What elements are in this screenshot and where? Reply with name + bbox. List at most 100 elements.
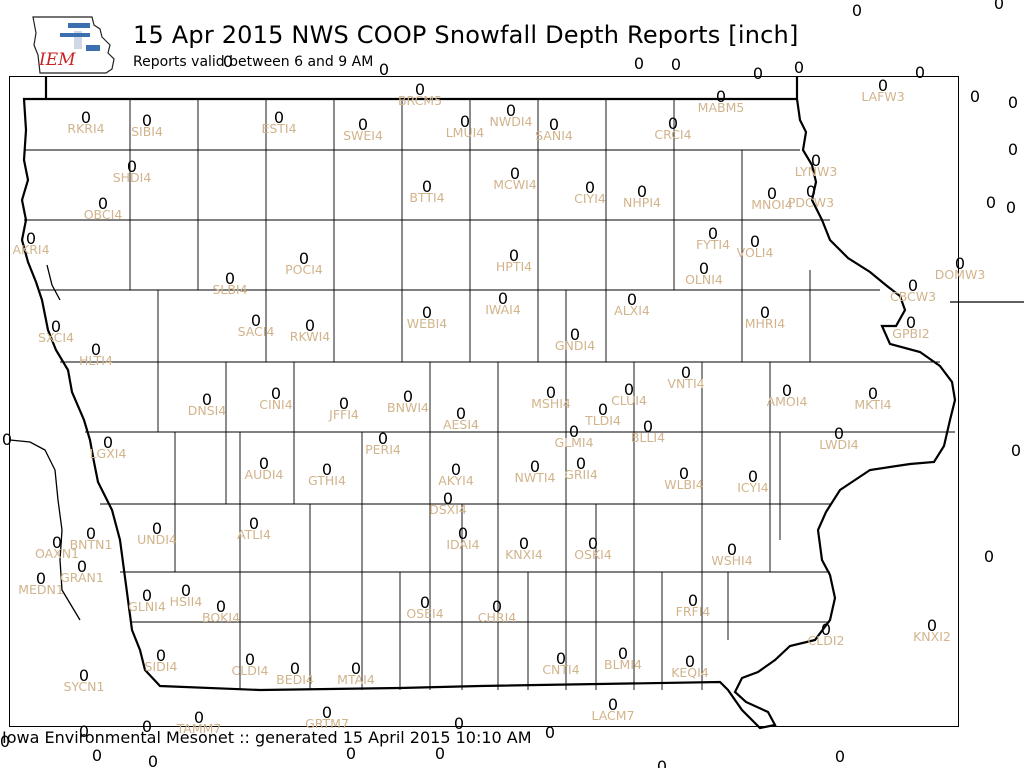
station-id-label: RKWI4 (290, 329, 330, 344)
snow-depth-value: 0 (657, 757, 667, 768)
snow-depth-value: 0 (585, 178, 595, 197)
station-id-label: OAXN1 (35, 546, 79, 561)
snow-depth-value: 0 (506, 101, 516, 120)
snow-depth-value: 0 (435, 744, 445, 763)
station-id-label: LWDI4 (819, 437, 858, 452)
snow-depth-value: 0 (127, 157, 137, 176)
station-id-label: AESI4 (443, 417, 479, 432)
snow-depth-value: 0 (970, 87, 980, 106)
station-id-label: GTHI4 (308, 473, 346, 488)
station-id-label: SXCI4 (38, 330, 74, 345)
station-id-label: ICYI4 (737, 480, 769, 495)
station-id-label: NHPI4 (623, 195, 661, 210)
station-id-label: WLBI4 (664, 477, 704, 492)
station-id-label: BLLI4 (631, 430, 665, 445)
snow-depth-value: 0 (915, 63, 925, 82)
snow-depth-value: 0 (216, 597, 226, 616)
snow-depth-value: 0 (79, 722, 89, 741)
snow-depth-value: 0 (984, 547, 994, 566)
snow-depth-value: 0 (225, 269, 235, 288)
station-id-label: BLMI4 (604, 657, 642, 672)
station-id-label: KEQI4 (671, 665, 709, 680)
station-id-label: GLMI4 (554, 435, 593, 450)
station-id-label: CINI4 (259, 397, 292, 412)
snow-depth-value: 0 (1008, 140, 1018, 159)
station-id-label: AKRI4 (12, 242, 49, 257)
station-id-label: BTTI4 (409, 190, 444, 205)
snow-depth-value: 0 (223, 52, 233, 71)
station-id-label: BRCM5 (398, 93, 442, 108)
snow-depth-value: 0 (750, 232, 760, 251)
snow-depth-value: 0 (156, 646, 166, 665)
snow-depth-value: 0 (415, 80, 425, 99)
snow-depth-value: 0 (748, 467, 758, 486)
snow-depth-value: 0 (339, 394, 349, 413)
snow-depth-value: 0 (152, 519, 162, 538)
station-id-label: CLDI4 (232, 663, 269, 678)
station-id-label: HPTI4 (496, 259, 532, 274)
snow-depth-value: 0 (1006, 198, 1016, 217)
station-id-label: HLTI4 (79, 353, 113, 368)
map-subtitle: Reports valid between 6 and 9 AM (133, 54, 374, 70)
snow-depth-value: 0 (346, 744, 356, 763)
station-id-label: MTAI4 (337, 672, 375, 687)
snow-depth-value: 0 (1011, 441, 1021, 460)
snow-depth-value: 0 (618, 644, 628, 663)
station-id-label: LGXI4 (90, 446, 127, 461)
station-id-label: TLDI4 (584, 413, 621, 428)
snow-depth-value: 0 (811, 151, 821, 170)
snow-depth-value: 0 (927, 616, 937, 635)
snow-depth-value: 0 (699, 259, 709, 278)
station-id-label: MSHI4 (531, 396, 571, 411)
snow-depth-value: 0 (259, 454, 269, 473)
snow-depth-value: 0 (454, 714, 464, 733)
snow-depth-value: 0 (251, 311, 261, 330)
snow-depth-value: 0 (688, 591, 698, 610)
snow-depth-value: 0 (588, 534, 598, 553)
station-id-label: GRII4 (564, 467, 598, 482)
snow-depth-value: 0 (142, 717, 152, 736)
snow-depth-value: 0 (679, 464, 689, 483)
snow-depth-value: 0 (955, 254, 965, 273)
snow-depth-value: 0 (443, 489, 453, 508)
snow-depth-value: 0 (2, 430, 12, 449)
station-id-label: CBCW3 (890, 289, 936, 304)
snow-depth-value: 0 (299, 249, 309, 268)
snow-depth-value: 0 (92, 746, 102, 765)
station-id-label: DOMW3 (935, 267, 986, 282)
snow-depth-value: 0 (794, 58, 804, 77)
station-id-label: LACM7 (591, 708, 634, 723)
snow-depth-value: 0 (98, 194, 108, 213)
station-id-label: FRFI4 (676, 604, 711, 619)
snow-depth-value: 0 (569, 422, 579, 441)
snow-depth-value: 0 (576, 454, 586, 473)
snow-depth-value: 0 (546, 383, 556, 402)
snow-depth-value: 0 (290, 659, 300, 678)
snow-depth-value: 0 (821, 620, 831, 639)
snow-depth-value: 0 (181, 581, 191, 600)
snow-depth-value: 0 (835, 747, 845, 766)
snow-depth-value: 0 (549, 115, 559, 134)
station-id-label: SLBI4 (212, 282, 247, 297)
station-id-label: KNXI4 (505, 547, 543, 562)
snow-depth-value: 0 (834, 424, 844, 443)
station-id-label: TAMM7 (176, 721, 222, 736)
snow-depth-value: 0 (716, 87, 726, 106)
snow-depth-value: 0 (460, 112, 470, 131)
station-id-label: RKRI4 (67, 121, 104, 136)
logo-text: IEM (38, 50, 76, 70)
station-id-label: VOLI4 (737, 245, 774, 260)
header: IEM 15 Apr 2015 NWS COOP Snowfall Depth … (0, 0, 1024, 76)
station-id-label: VNTI4 (667, 376, 704, 391)
station-id-label: PERI4 (365, 442, 401, 457)
snow-depth-value: 0 (727, 540, 737, 559)
snow-depth-value: 0 (458, 524, 468, 543)
station-id-label: NWDI4 (490, 114, 533, 129)
station-id-label: LMUI4 (446, 125, 485, 140)
station-id-label: CNTI4 (542, 662, 579, 677)
snow-depth-value: 0 (519, 534, 529, 553)
snow-depth-value: 0 (668, 114, 678, 133)
station-id-label: GNDI4 (555, 338, 595, 353)
snow-depth-value: 0 (627, 290, 637, 309)
